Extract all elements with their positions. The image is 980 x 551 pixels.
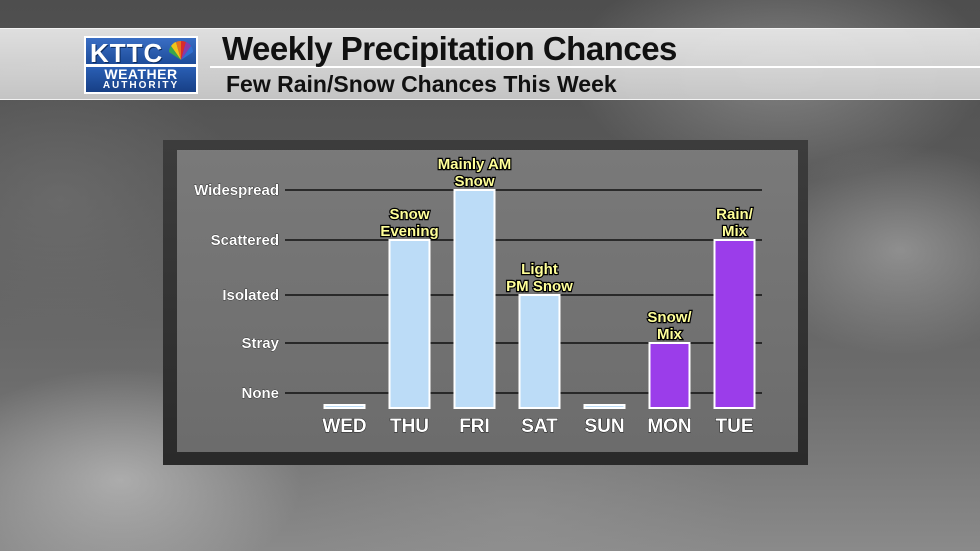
bar-annotation: Snow — [390, 206, 430, 223]
logo-authority-text: AUTHORITY — [102, 80, 180, 91]
y-tick-label: Stray — [241, 335, 279, 352]
header-divider — [210, 66, 980, 68]
y-tick-label: Widespread — [194, 182, 279, 199]
x-tick-label: SAT — [521, 416, 558, 437]
x-tick-label: MON — [647, 416, 691, 437]
x-tick-label: TUE — [716, 416, 754, 437]
page-subtitle: Few Rain/Snow Chances This Week — [226, 71, 617, 97]
bar-thu — [388, 239, 431, 409]
bar-annotation: Evening — [380, 223, 438, 240]
logo-call-letters: KTTC — [90, 38, 164, 68]
y-tick-label: None — [242, 385, 280, 402]
logo-top-panel: KTTC — [84, 36, 198, 68]
logo-weather-text: WEATHER — [104, 66, 178, 82]
bar-annotation: Snow/ — [647, 309, 692, 326]
bar-annotation: Mix — [722, 223, 748, 240]
peacock-icon — [169, 40, 193, 60]
y-tick-label: Scattered — [211, 232, 279, 249]
x-tick-label: SUN — [584, 416, 624, 437]
bar-sat — [518, 294, 561, 409]
x-tick-label: FRI — [459, 416, 490, 437]
bar-annotation: Mainly AM — [438, 156, 512, 173]
bar-mon — [648, 342, 691, 409]
bar-annotation: Rain/ — [716, 206, 754, 223]
x-tick-label: THU — [390, 416, 429, 437]
page-title: Weekly Precipitation Chances — [222, 30, 677, 67]
bar-annotation: Snow — [455, 173, 495, 190]
logo-bottom-panel: WEATHER AUTHORITY — [84, 65, 198, 94]
bar-sun — [583, 404, 626, 409]
y-tick-label: Isolated — [222, 287, 279, 304]
station-logo: KTTC WEATHER AUTHORITY — [84, 36, 198, 94]
x-tick-label: WED — [322, 416, 366, 437]
bar-annotation: Light — [521, 261, 558, 278]
bar-wed — [323, 404, 366, 409]
bar-annotation: Mix — [657, 326, 683, 343]
bar-tue — [713, 239, 756, 409]
bar-fri — [453, 189, 496, 409]
bar-annotation: PM Snow — [506, 278, 573, 295]
